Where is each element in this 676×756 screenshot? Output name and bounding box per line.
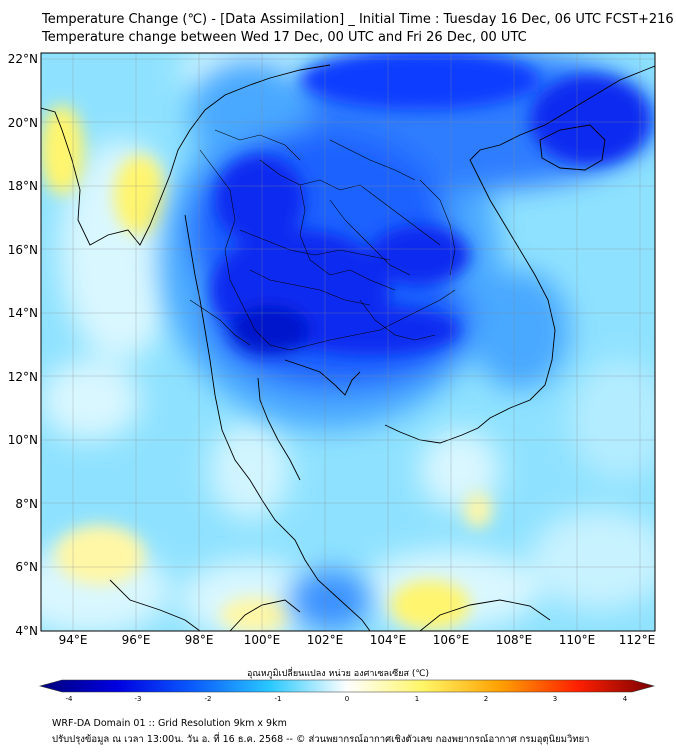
lon-tick-label: 112°E [619,633,656,647]
lat-tick-label: 22°N [8,52,38,66]
footer-line-1: WRF-DA Domain 01 :: Grid Resolution 9km … [52,718,287,729]
lat-tick-label: 20°N [8,116,38,130]
colorbar-tick-label: 4 [623,695,628,703]
lon-tick-label: 104°E [370,633,407,647]
colorbar: -4 -3 -2 -1 0 1 2 3 4 [38,679,656,703]
map-title-line-2: Temperature change between Wed 17 Dec, 0… [42,30,527,45]
lon-tick-label: 102°E [307,633,344,647]
colorbar-tick-label: -1 [275,695,282,703]
colorbar-gradient [38,679,656,693]
lat-tick-label: 16°N [8,243,38,257]
lat-tick-label: 18°N [8,179,38,193]
admin-borders [189,129,456,351]
lat-tick-label: 8°N [15,497,38,511]
lat-tick-label: 10°N [8,433,38,447]
map-frame [40,52,656,632]
lon-tick-label: 100°E [244,633,281,647]
colorbar-tick-label: 3 [553,695,557,703]
colorbar-tick-label: -2 [205,695,212,703]
colorbar-title: อุณหภูมิเปลี่ยนแปลง หน่วย องศาเซลเซียส (… [246,669,430,679]
lat-tick-label: 14°N [8,306,38,320]
temperature-field [41,53,655,631]
footer-line-2: ปรับปรุงข้อมูล ณ เวลา 13:00น. วัน อ. ที่… [52,734,590,745]
lat-tick-label: 4°N [15,624,38,638]
map-title-line-1: Temperature Change (℃) - [Data Assimilat… [42,12,674,27]
lon-tick-label: 98°E [185,633,214,647]
lat-tick-label: 6°N [15,560,38,574]
colorbar-tick-label: 1 [415,695,419,703]
lon-tick-label: 96°E [122,633,151,647]
lon-tick-label: 94°E [59,633,88,647]
map-gridlines [41,53,655,631]
lon-tick-label: 108°E [496,633,533,647]
colorbar-tick-label: 2 [484,695,488,703]
lat-tick-label: 12°N [8,370,38,384]
colorbar-tick-label: 0 [345,695,349,703]
colorbar-tick-label: -3 [135,695,142,703]
lon-tick-label: 110°E [559,633,596,647]
lon-tick-label: 106°E [433,633,470,647]
colorbar-tick-label: -4 [66,695,74,703]
